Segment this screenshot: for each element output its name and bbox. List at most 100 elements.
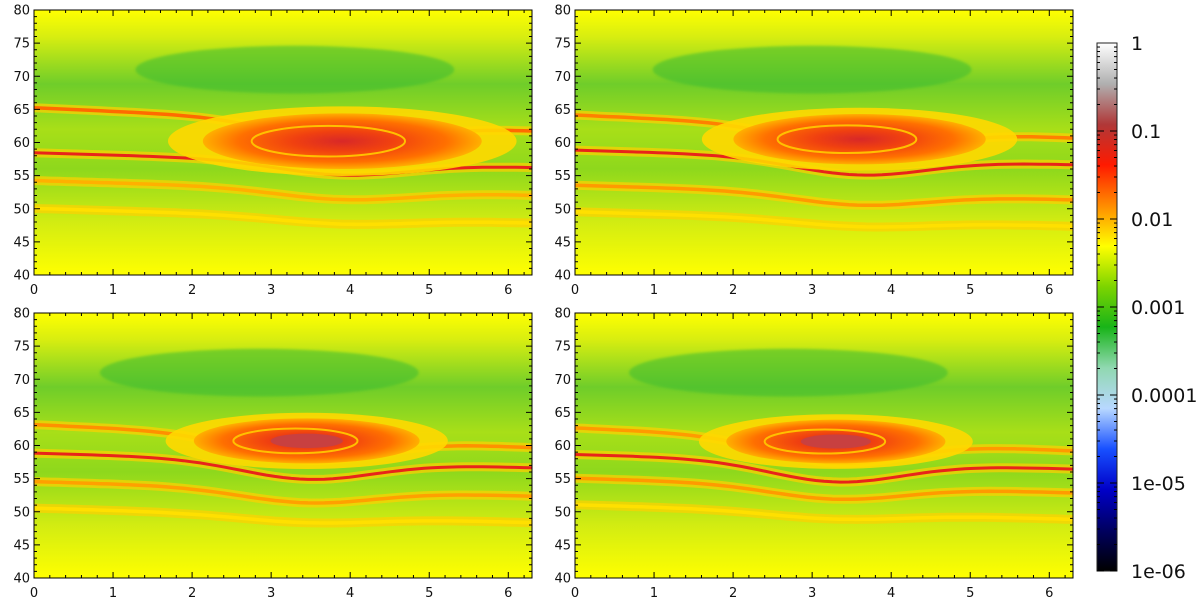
x-tick-label: 0: [30, 586, 38, 601]
colorbar-label: 0.0001: [1131, 385, 1197, 407]
x-tick-label: 0: [30, 283, 38, 298]
colorbar-label: 0.01: [1131, 209, 1173, 231]
filament: [575, 183, 1073, 208]
filament: [575, 453, 1073, 484]
plot-area: [575, 313, 1073, 578]
vortex-inner: [270, 433, 343, 449]
x-axis: 0 1 2 3 4 5 6: [30, 10, 525, 298]
colorbar-label: 1e-06: [1131, 561, 1186, 583]
x-tick-label: 0: [571, 283, 579, 298]
green-band: [99, 348, 419, 397]
y-tick-label: 70: [13, 70, 30, 85]
x-tick-label: 2: [188, 283, 196, 298]
green-band: [652, 45, 972, 94]
y-tick-label: 80: [13, 4, 30, 19]
colorbar-label: 0.1: [1131, 121, 1161, 143]
vortex-spiral: [776, 124, 918, 155]
colorbar-labels: 1 0.1 0.01 0.001 0.0001 1e-05 1e-06: [1131, 33, 1197, 583]
x-axis: 0 1 2 3 4 5 6: [571, 313, 1066, 601]
plot-area: [34, 313, 532, 578]
y-tick-label: 65: [13, 406, 30, 421]
x-tick-label: 1: [109, 586, 117, 601]
x-tick-label: 5: [425, 283, 433, 298]
x-tick-label: 3: [267, 586, 275, 601]
x-tick-label: 6: [1045, 586, 1053, 601]
filament: [34, 206, 532, 227]
x-tick-label: 2: [729, 283, 737, 298]
y-tick-label: 55: [13, 472, 30, 487]
y-tick-label: 40: [13, 269, 30, 284]
y-axis: 40 45 50 55 60 65 70 75 80: [554, 4, 1073, 284]
vortex-inner: [800, 434, 871, 449]
y-tick-label: 45: [13, 538, 30, 553]
green-band: [135, 45, 455, 94]
x-tick-label: 4: [346, 586, 354, 601]
y-tick-label: 80: [13, 307, 30, 322]
x-tick-label: 4: [346, 283, 354, 298]
y-tick-label: 75: [554, 340, 571, 355]
vortex-spiral: [232, 427, 359, 455]
y-tick-label: 40: [554, 572, 571, 587]
y-axis: 40 45 50 55 60 65 70 75 80: [13, 4, 532, 284]
y-tick-label: 65: [554, 406, 571, 421]
y-tick-label: 55: [554, 472, 571, 487]
filament: [575, 148, 1073, 177]
y-tick-label: 50: [554, 202, 571, 217]
filament: [34, 451, 532, 481]
filament: [34, 178, 532, 202]
y-axis: 40 45 50 55 60 65 70 75 80: [554, 307, 1073, 587]
x-tick-label: 1: [650, 586, 658, 601]
filament: [575, 209, 1073, 229]
y-tick-label: 60: [554, 136, 571, 151]
x-tick-label: 1: [650, 283, 658, 298]
y-tick-label: 80: [554, 4, 571, 19]
y-tick-label: 75: [554, 37, 571, 52]
x-tick-label: 1: [109, 283, 117, 298]
colorbar-ticks: [1097, 46, 1117, 572]
x-tick-label: 6: [504, 586, 512, 601]
x-tick-label: 4: [887, 586, 895, 601]
colorbar-label: 1: [1131, 33, 1143, 55]
x-tick-label: 5: [425, 586, 433, 601]
x-tick-label: 3: [808, 283, 816, 298]
y-axis: 40 45 50 55 60 65 70 75 80: [13, 307, 532, 587]
x-tick-label: 6: [504, 283, 512, 298]
green-band: [629, 348, 948, 397]
y-tick-label: 45: [554, 235, 571, 250]
y-tick-label: 65: [554, 103, 571, 118]
x-axis: 0 1 2 3 4 5 6: [30, 313, 525, 601]
y-tick-label: 60: [13, 439, 30, 454]
y-tick-label: 70: [13, 373, 30, 388]
filament: [575, 503, 1073, 522]
y-tick-label: 50: [554, 505, 571, 520]
x-tick-label: 3: [808, 586, 816, 601]
vortex-core: [733, 114, 986, 165]
y-tick-label: 55: [13, 169, 30, 184]
x-tick-label: 3: [267, 283, 275, 298]
y-tick-label: 45: [13, 235, 30, 250]
filament: [34, 506, 532, 525]
x-tick-label: 0: [571, 586, 579, 601]
colorbar-label: 0.001: [1131, 297, 1185, 319]
filament: [34, 479, 532, 505]
x-tick-label: 6: [1045, 283, 1053, 298]
y-tick-label: 60: [13, 136, 30, 151]
plot-area: [575, 10, 1073, 275]
x-tick-label: 5: [966, 586, 974, 601]
vortex-core: [202, 113, 482, 169]
y-tick-label: 80: [554, 307, 571, 322]
vortex-spiral: [763, 428, 887, 455]
y-tick-label: 50: [13, 202, 30, 217]
y-tick-label: 40: [13, 572, 30, 587]
x-axis: 0 1 2 3 4 5 6: [571, 10, 1066, 298]
plot-area: [34, 10, 532, 275]
x-tick-label: 2: [729, 586, 737, 601]
y-tick-label: 65: [13, 103, 30, 118]
y-tick-label: 50: [13, 505, 30, 520]
y-tick-label: 75: [13, 37, 30, 52]
